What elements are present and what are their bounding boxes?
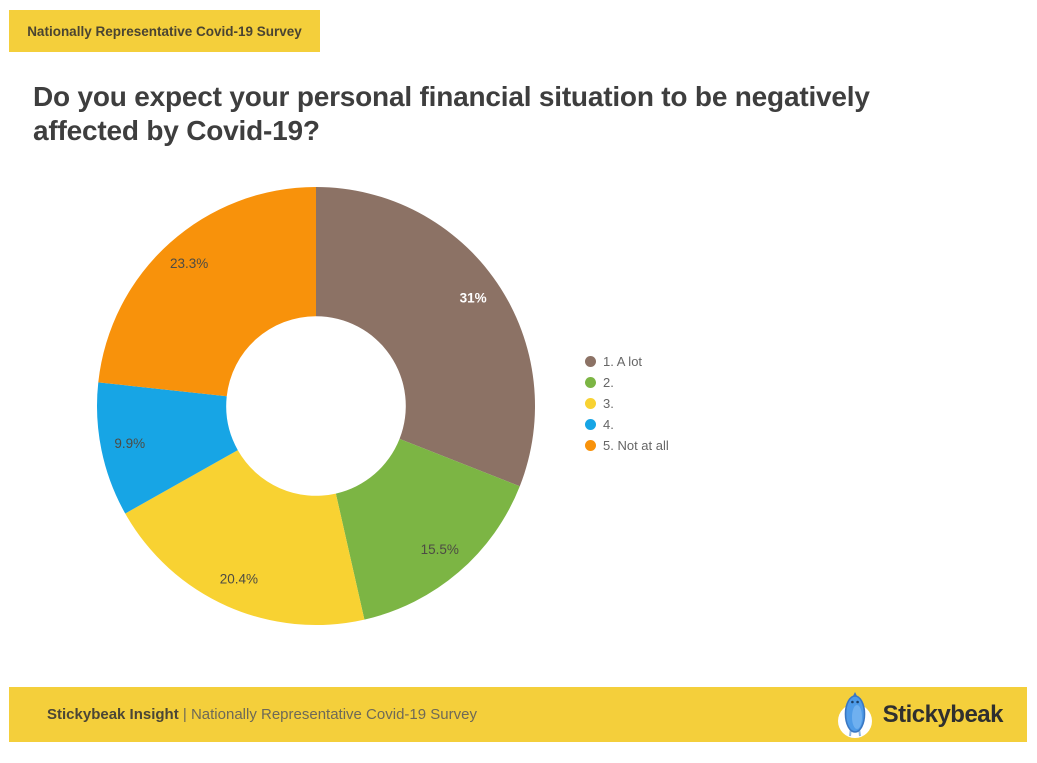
- legend-item-1: 2.: [585, 374, 669, 390]
- legend-label: 5. Not at all: [603, 437, 669, 453]
- legend-swatch-icon: [585, 418, 596, 430]
- legend-label: 2.: [603, 374, 614, 390]
- legend-swatch-icon: [585, 355, 596, 367]
- legend-label: 4.: [603, 416, 614, 432]
- pie-slice-0: [316, 187, 536, 487]
- slice-label-4: 23.3%: [170, 256, 208, 271]
- stickybeak-logo: Stickybeak: [836, 690, 1004, 740]
- legend-swatch-icon: [585, 376, 596, 388]
- legend-label: 1. A lot: [603, 353, 643, 369]
- footer-bar: Stickybeak Insight | Nationally Represen…: [9, 687, 1027, 742]
- legend-swatch-icon: [585, 397, 596, 409]
- page-title: Do you expect your personal financial si…: [33, 80, 870, 148]
- footer-caption: Stickybeak Insight | Nationally Represen…: [47, 706, 477, 723]
- slice-label-0: 31%: [460, 291, 487, 306]
- pie-slice-3: [96, 382, 238, 514]
- footer-subtitle: Nationally Representative Covid-19 Surve…: [190, 706, 477, 723]
- slice-label-2: 20.4%: [220, 571, 258, 586]
- footer-separator: |: [182, 706, 187, 723]
- slice-label-1: 15.5%: [421, 542, 459, 557]
- legend-item-3: 4.: [585, 416, 669, 432]
- footer-brand: Stickybeak Insight: [47, 706, 179, 723]
- survey-badge-label: Nationally Representative Covid-19 Surve…: [27, 23, 302, 39]
- pie-slice-4: [98, 187, 316, 397]
- survey-badge: Nationally Representative Covid-19 Surve…: [9, 10, 320, 52]
- page-title-line2: affected by Covid-19?: [33, 115, 320, 147]
- legend-label: 3.: [603, 395, 614, 411]
- donut-chart: 31% 15.5% 20.4% 9.9% 23.3%: [96, 187, 536, 626]
- slice-label-3: 9.9%: [114, 436, 145, 451]
- legend-swatch-icon: [585, 439, 596, 451]
- stickybeak-bird-icon: [837, 691, 872, 738]
- legend-item-2: 3.: [585, 395, 669, 411]
- legend-item-0: 1. A lot: [585, 353, 669, 369]
- pie-slice-2: [125, 450, 365, 626]
- chart-legend: 1. A lot 2. 3. 4. 5. Not at all: [585, 353, 669, 453]
- pie-slice-1: [335, 438, 520, 620]
- stickybeak-logo-text: Stickybeak: [882, 700, 1004, 728]
- page-title-line1: Do you expect your personal financial si…: [33, 81, 870, 112]
- legend-item-4: 5. Not at all: [585, 437, 669, 453]
